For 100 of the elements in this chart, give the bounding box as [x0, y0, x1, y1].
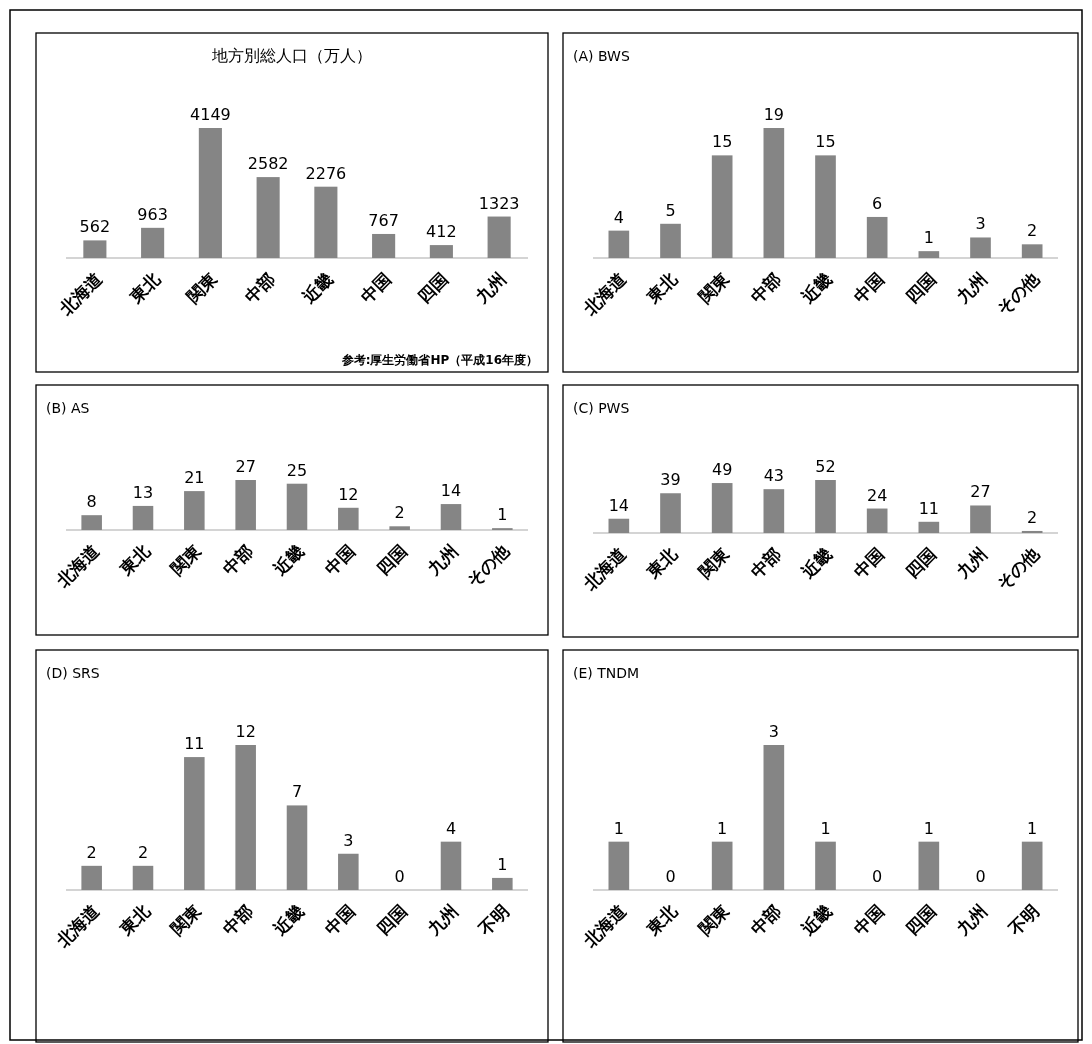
data-label: 562	[79, 217, 111, 237]
chart-title: (D) SRS	[46, 665, 100, 681]
bar	[918, 521, 940, 533]
bar	[286, 483, 308, 530]
x-tick-label: その他	[992, 267, 1044, 319]
bar	[763, 128, 785, 258]
x-tick-label: 中国	[849, 268, 888, 307]
x-tick-label: 中国	[356, 268, 395, 307]
x-tick-label: 中国	[320, 900, 360, 939]
bar	[660, 493, 681, 533]
x-tick-label: 九州	[952, 900, 992, 940]
x-tick-label: 関東	[694, 542, 734, 582]
x-tick-label: 東北	[642, 899, 683, 940]
data-label: 1	[497, 505, 508, 525]
x-tick-label: 近畿	[297, 268, 337, 308]
data-label: 8	[86, 492, 97, 512]
x-tick-label: 四国	[414, 268, 453, 307]
bar	[440, 504, 462, 530]
chart-title: 地方別総人口（万人）	[211, 46, 372, 65]
x-tick-label: 北海道	[578, 543, 630, 595]
data-label: 12	[235, 722, 256, 741]
x-tick-label: 北海道	[54, 268, 106, 320]
bar	[132, 865, 154, 890]
x-tick-label: 関東	[694, 899, 734, 939]
data-label: 5	[665, 200, 676, 220]
x-tick-label: 不明	[1004, 900, 1043, 940]
x-tick-label: 東北	[114, 539, 155, 580]
bar	[970, 505, 991, 533]
data-label: 27	[970, 482, 991, 502]
x-tick-label: 中国	[849, 543, 888, 582]
x-tick-label: 九州	[471, 268, 510, 308]
x-tick-label: 関東	[166, 539, 206, 579]
data-label: 2582	[247, 154, 289, 174]
chart-title: (B) AS	[46, 400, 90, 416]
x-tick-label: 四国	[901, 268, 940, 307]
x-tick-label: 東北	[642, 267, 683, 308]
bar	[918, 251, 940, 258]
data-label: 43	[763, 466, 785, 486]
x-tick-label: 中国	[320, 540, 360, 579]
data-label: 2	[1027, 507, 1038, 527]
data-label: 15	[711, 132, 733, 152]
bar	[235, 745, 256, 890]
bar	[487, 216, 511, 258]
bar	[660, 223, 681, 258]
data-label: 0	[872, 867, 883, 886]
data-label: 19	[763, 105, 785, 124]
x-tick-label: 中部	[218, 900, 257, 939]
data-label: 1	[613, 818, 624, 838]
x-tick-label: 中国	[849, 900, 888, 939]
bar	[608, 230, 630, 258]
data-label: 11	[918, 498, 940, 518]
bar	[314, 186, 338, 258]
data-label: 1	[497, 854, 508, 874]
x-tick-label: 九州	[952, 543, 992, 583]
bar	[256, 177, 280, 258]
data-label: 2	[86, 842, 97, 862]
bar	[1021, 244, 1043, 258]
data-label: 1	[717, 818, 728, 838]
bar	[429, 245, 453, 258]
bar	[815, 480, 836, 533]
data-label: 21	[184, 468, 205, 488]
data-label: 13	[132, 482, 154, 502]
x-tick-label: 北海道	[51, 900, 103, 952]
data-label: 963	[137, 204, 168, 224]
bar	[711, 483, 733, 533]
x-tick-label: 北海道	[578, 900, 630, 952]
x-tick-label: 中部	[746, 268, 785, 307]
x-tick-label: 東北	[124, 267, 165, 308]
x-tick-label: 四国	[372, 540, 411, 579]
bar	[815, 155, 836, 258]
bar	[866, 508, 888, 533]
data-label: 1	[923, 228, 934, 248]
data-label: 14	[440, 481, 462, 501]
data-label: 14	[608, 495, 630, 515]
chart-title: (E) TNDM	[573, 665, 640, 681]
text: 参考:厚生労働省HP（平成16年度）	[340, 353, 538, 367]
x-tick-label: 関東	[183, 267, 222, 307]
x-tick-label: 関東	[694, 267, 734, 307]
data-label: 3	[343, 830, 354, 850]
data-label: 2	[137, 842, 149, 862]
data-label: 4	[613, 207, 624, 227]
x-tick-label: 四国	[901, 900, 940, 939]
x-tick-label: その他	[462, 539, 514, 591]
x-tick-label: 中部	[240, 268, 279, 307]
x-tick-label: 近畿	[797, 268, 837, 308]
bar	[198, 128, 222, 258]
bar	[184, 491, 205, 530]
x-tick-label: 近畿	[797, 900, 837, 940]
bar	[1021, 530, 1043, 533]
data-label: 6	[872, 193, 883, 213]
bar	[184, 757, 205, 890]
data-label: 767	[368, 210, 399, 230]
data-label: 1	[820, 818, 831, 838]
x-tick-label: 東北	[114, 899, 155, 940]
bar	[338, 507, 359, 530]
chart-title: (C) PWS	[573, 400, 630, 416]
x-tick-label: 九州	[952, 268, 992, 308]
data-label: 24	[866, 485, 888, 505]
x-tick-label: 北海道	[51, 540, 103, 592]
data-label: 4	[445, 818, 457, 838]
